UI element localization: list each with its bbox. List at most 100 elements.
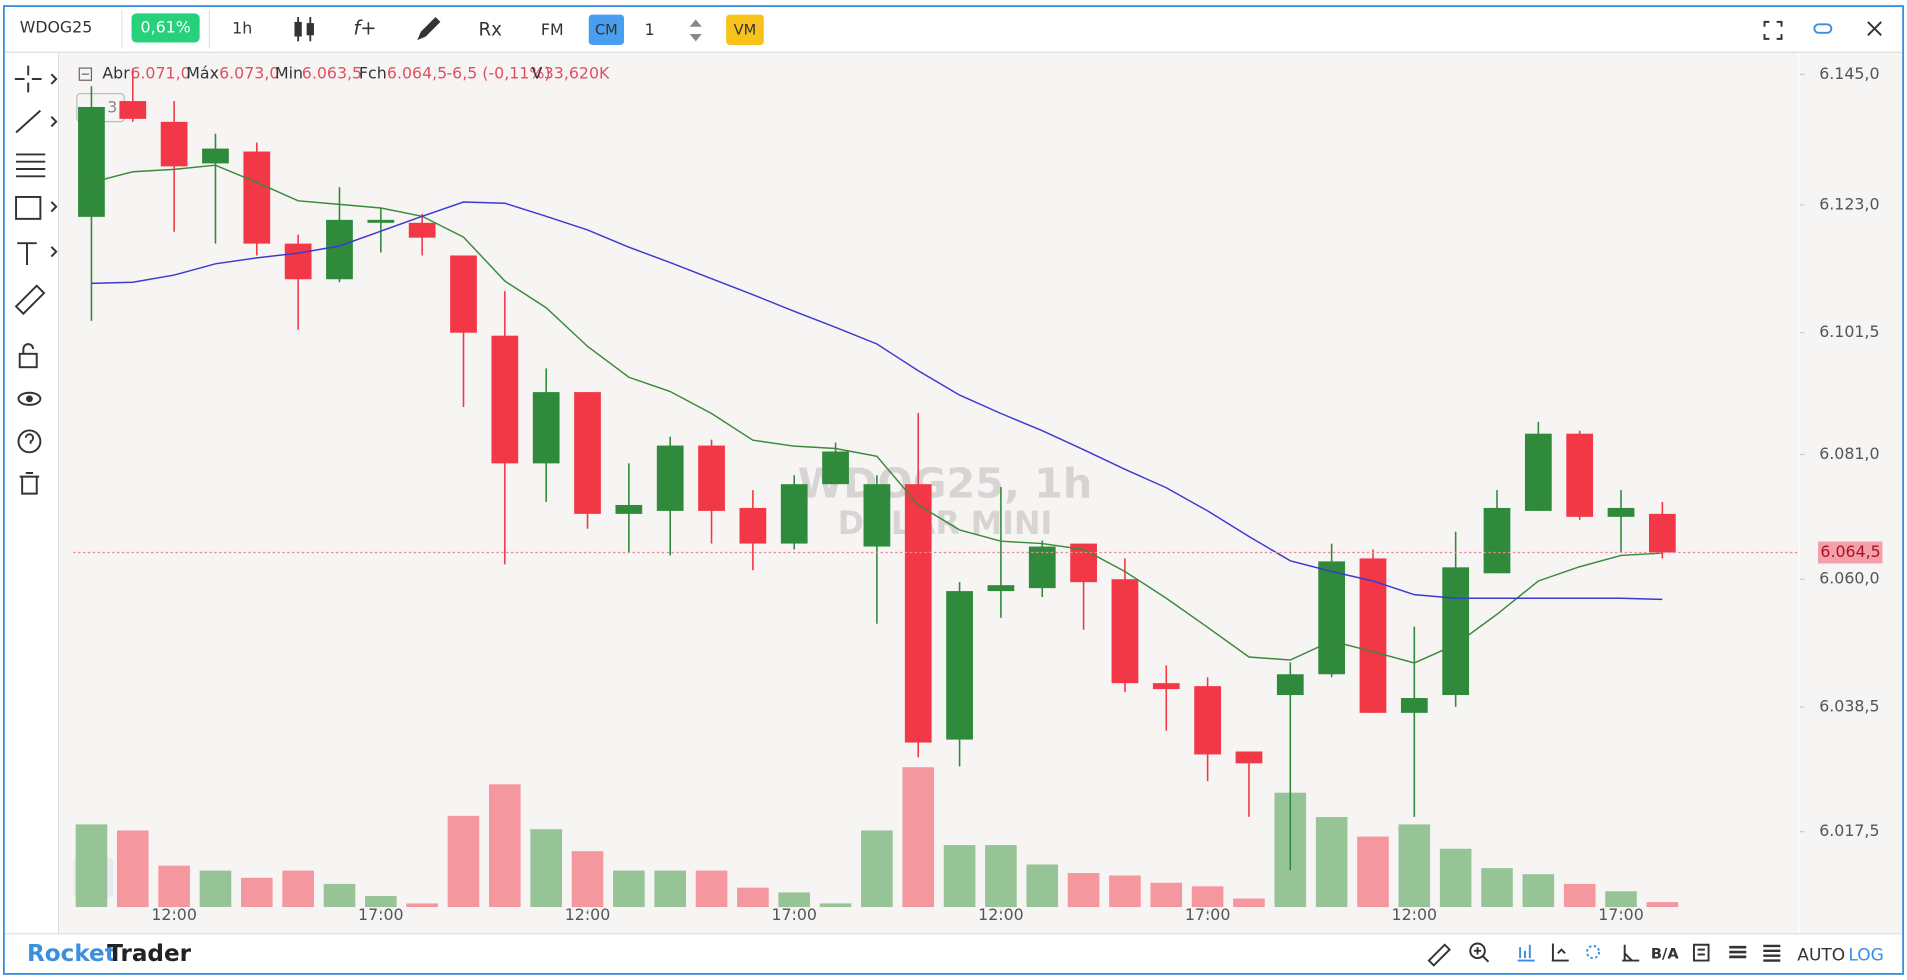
- candle-body: [1400, 698, 1428, 713]
- moving-average: [91, 201, 1663, 601]
- candle-body: [574, 392, 601, 514]
- low-label: Min: [275, 64, 303, 83]
- auto[interactable]: AUTO: [1797, 946, 1845, 966]
- candle-body: [1566, 433, 1594, 517]
- candle-body: [1194, 686, 1221, 755]
- candle-body: [739, 507, 767, 544]
- volume-bar: [737, 887, 769, 908]
- x-tick-label: 17:00: [771, 905, 817, 924]
- volume-label: V: [532, 64, 543, 83]
- candle-body: [1524, 433, 1552, 511]
- candle-icon[interactable]: [294, 17, 314, 42]
- x-tick-label: 17:00: [1598, 905, 1644, 924]
- y-tick-label: 6.017,5: [1819, 821, 1879, 840]
- volume-bar: [1026, 864, 1059, 908]
- candle-body: [408, 222, 436, 238]
- change-pill: [131, 13, 200, 43]
- interval[interactable]: 1h: [232, 19, 252, 38]
- volume-bar: [1522, 874, 1555, 908]
- volume-bar: [1563, 883, 1596, 908]
- brand-b: Trader: [107, 941, 191, 967]
- left-tools[interactable]: [14, 65, 58, 495]
- volume-bar: [116, 830, 149, 908]
- volume-bar: [654, 870, 687, 908]
- volume-bar: [1646, 902, 1679, 908]
- volume-bar: [282, 870, 314, 908]
- close-label: Fch: [359, 64, 387, 83]
- replay[interactable]: Rx: [479, 19, 503, 40]
- candle-body: [1483, 507, 1511, 574]
- volume-bar: [778, 892, 811, 908]
- y-tick-label: 6.123,0: [1819, 194, 1879, 213]
- volume-bar: [406, 903, 438, 908]
- brand-a: Rocket: [27, 941, 116, 967]
- x-tick-label: 12:00: [565, 905, 611, 924]
- fullscreen-icon[interactable]: [1763, 20, 1783, 40]
- close-icon[interactable]: [1867, 21, 1882, 36]
- volume-bar: [1067, 873, 1100, 908]
- y-tick-label: 6.060,0: [1819, 569, 1879, 588]
- volume-bar: [985, 845, 1017, 908]
- candle-body: [1235, 751, 1263, 764]
- cm: CM: [595, 21, 618, 38]
- candle-body: [326, 219, 353, 280]
- symbol[interactable]: WDOG25: [20, 17, 93, 36]
- y-tick-label: 6.145,0: [1819, 64, 1879, 83]
- candle-body: [1111, 579, 1139, 684]
- price-tag-label: 6.064,5: [1820, 542, 1880, 561]
- volume-bar: [323, 883, 356, 908]
- log[interactable]: LOG: [1848, 946, 1883, 966]
- vm-button[interactable]: [726, 14, 764, 45]
- volume-bar: [1150, 882, 1183, 908]
- volume-bar: [1191, 886, 1224, 908]
- quantity[interactable]: 1: [645, 20, 655, 39]
- volume-bar: [1481, 868, 1513, 908]
- high: 6.073,0: [219, 64, 279, 83]
- fm[interactable]: FM: [541, 20, 564, 39]
- candle-body: [656, 445, 684, 511]
- plot: 6.145,0 6.123,0 6.101,5 6.081,0 6.060,0 6.038…: [73, 64, 1883, 924]
- ba[interactable]: B/A: [1651, 945, 1679, 962]
- candle-body: [1648, 513, 1676, 553]
- change: -6,5 (-0,11%): [446, 64, 550, 83]
- volume-bar: [199, 870, 232, 908]
- y-tick-label: 6.101,5: [1819, 322, 1879, 341]
- y-tick-label: 6.081,0: [1819, 444, 1879, 463]
- axis-bg: [1799, 52, 1902, 934]
- volume-bar: [1109, 875, 1141, 908]
- volume-bar: [902, 767, 935, 908]
- pencil-icon[interactable]: [417, 17, 441, 41]
- x-tick-label: 12:00: [978, 905, 1024, 924]
- candle-body: [904, 484, 932, 743]
- volume: 33,620K: [544, 64, 610, 83]
- volume-bar: [489, 784, 521, 908]
- candle-body: [450, 255, 477, 333]
- collapse[interactable]: [78, 67, 93, 81]
- candle-body: [284, 243, 312, 280]
- candle-body: [863, 484, 891, 547]
- volume-bar: [695, 870, 728, 908]
- volume-bar: [571, 851, 604, 908]
- volume-bar: [1233, 898, 1265, 908]
- open-label: Abr: [102, 64, 130, 83]
- window-border: [2, 5, 1905, 975]
- volume-bar: [1398, 824, 1431, 908]
- volume-bar: [861, 830, 893, 908]
- y-tick-label: 6.038,5: [1819, 696, 1879, 715]
- link-icon[interactable]: [1813, 23, 1833, 34]
- candle-body: [698, 445, 725, 511]
- volume-bar: [1439, 848, 1472, 908]
- candle-body: [987, 585, 1015, 592]
- volume-bar: [1605, 891, 1637, 908]
- price-tag: [1817, 541, 1883, 564]
- functions[interactable]: f+: [353, 17, 376, 40]
- candle-body: [1276, 674, 1304, 696]
- stepper[interactable]: [689, 19, 702, 42]
- volume-bar: [365, 896, 397, 908]
- candle-body: [1028, 546, 1056, 589]
- cm-button[interactable]: [588, 14, 624, 45]
- candle-body: [780, 484, 808, 544]
- footer-tools[interactable]: [1427, 942, 1781, 967]
- open: 6.071,0: [130, 64, 190, 83]
